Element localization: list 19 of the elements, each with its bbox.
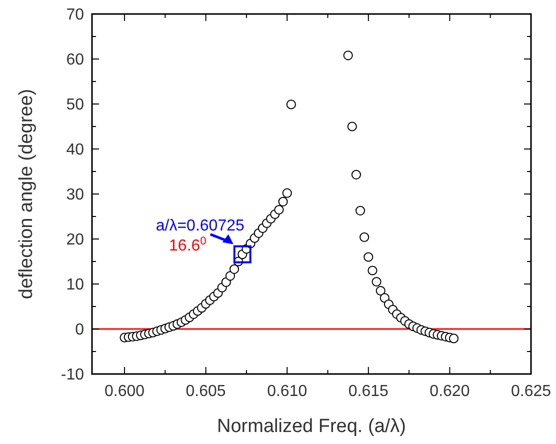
- x-tick-label: 0.620: [430, 383, 470, 400]
- y-tick-label: 20: [66, 232, 84, 248]
- y-tick-label: 60: [66, 52, 84, 68]
- y-tick-label: 40: [66, 142, 84, 158]
- y-tick-label: 0: [75, 322, 84, 338]
- x-tick-label: 0.610: [267, 383, 308, 400]
- y-tick-label: 30: [66, 186, 84, 204]
- annotation: a/λ=0.60725: [156, 217, 244, 234]
- x-tick-label: 0.600: [104, 383, 145, 400]
- y-tick-label: 10: [66, 276, 84, 294]
- x-tick-label: 0.615: [348, 383, 389, 400]
- annotation: 16.6$^{0}$: [169, 235, 206, 254]
- y-tick-label: 70: [66, 6, 84, 24]
- y-tick-label: 50: [66, 96, 84, 114]
- y-tick-label: -10: [60, 366, 84, 384]
- x-tick-label: 0.625: [510, 383, 552, 400]
- x-axis-title: Normalized Freq. (a/λ): [217, 416, 406, 437]
- y-axis-title: deflection angle (degree): [16, 88, 37, 300]
- x-tick-label: 0.605: [186, 383, 226, 400]
